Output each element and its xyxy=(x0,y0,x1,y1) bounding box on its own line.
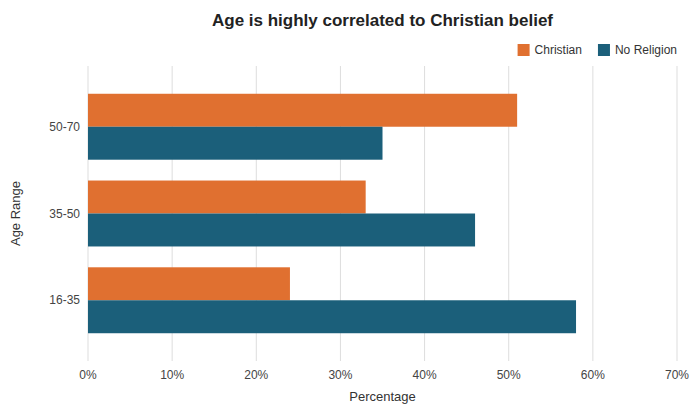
grid-line xyxy=(592,66,593,361)
bar xyxy=(88,214,475,247)
x-tick-label: 0% xyxy=(79,368,97,382)
x-tick-label: 70% xyxy=(665,368,689,382)
y-axis-label: Age Range xyxy=(8,181,23,246)
x-tick-label: 40% xyxy=(413,368,437,382)
y-tick-label: 16-35 xyxy=(49,293,80,307)
chart: Age is highly correlated to Christian be… xyxy=(0,0,697,413)
x-tick-label: 30% xyxy=(328,368,352,382)
legend-swatch xyxy=(518,44,530,56)
grid-line xyxy=(677,66,678,361)
legend-item: No Religion xyxy=(598,43,677,57)
legend-item: Christian xyxy=(518,43,582,57)
y-tick-label: 35-50 xyxy=(49,207,80,221)
legend: Christian No Religion xyxy=(518,43,677,57)
x-tick-label: 50% xyxy=(497,368,521,382)
x-tick-label: 20% xyxy=(244,368,268,382)
x-tick-label: 10% xyxy=(160,368,184,382)
legend-label: No Religion xyxy=(615,43,677,57)
legend-swatch xyxy=(598,44,610,56)
grid xyxy=(88,66,677,361)
title: Age is highly correlated to Christian be… xyxy=(212,11,553,30)
x-axis-label: Percentage xyxy=(349,389,416,404)
x-tick-label: 60% xyxy=(581,368,605,382)
bar xyxy=(88,94,517,127)
y-tick-label: 50-70 xyxy=(49,120,80,134)
bar xyxy=(88,127,383,160)
bars xyxy=(88,94,576,333)
bar xyxy=(88,181,366,214)
chart-container: Age is highly correlated to Christian be… xyxy=(0,0,697,413)
bar xyxy=(88,267,290,300)
bar xyxy=(88,300,576,333)
legend-label: Christian xyxy=(535,43,582,57)
